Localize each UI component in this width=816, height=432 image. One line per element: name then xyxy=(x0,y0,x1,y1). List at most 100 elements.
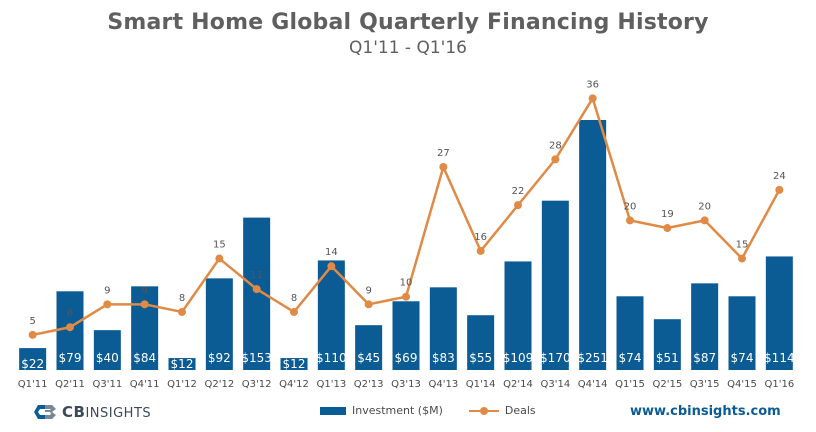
cb-logo-icon xyxy=(32,403,58,421)
deals-point xyxy=(439,162,448,171)
x-tick-label: Q4'12 xyxy=(279,379,309,390)
x-tick-label: Q2'14 xyxy=(503,379,533,390)
deals-point xyxy=(178,307,186,316)
deal-count-label: 20 xyxy=(624,201,637,212)
x-tick-label: Q3'14 xyxy=(540,379,570,390)
bar-value-label: $114 xyxy=(764,351,795,365)
bar-value-label: $69 xyxy=(395,351,418,365)
bar-value-label: $22 xyxy=(21,357,44,371)
x-tick-label: Q3'15 xyxy=(690,379,720,390)
investment-bar xyxy=(429,287,457,370)
deals-point xyxy=(551,155,560,164)
deals-point xyxy=(476,246,485,255)
x-tick-label: Q3'12 xyxy=(242,379,272,390)
deal-count-label: 15 xyxy=(736,240,749,251)
x-tick-label: Q2'15 xyxy=(652,379,682,390)
investment-bar xyxy=(579,120,607,370)
deal-count-label: 22 xyxy=(512,186,525,197)
chart-subtitle: Q1'11 - Q1'16 xyxy=(349,38,467,58)
bar-value-label: $110 xyxy=(316,351,347,365)
legend-investment-label: Investment ($M) xyxy=(352,404,443,417)
deals-point xyxy=(738,254,746,263)
investment-bar xyxy=(504,261,532,370)
bar-value-label: $87 xyxy=(693,351,716,365)
deal-count-label: 8 xyxy=(291,293,297,304)
deals-point xyxy=(66,323,74,332)
deal-count-label: 6 xyxy=(67,308,73,319)
x-tick-label: Q1'14 xyxy=(466,379,496,390)
x-tick-label: Q4'11 xyxy=(130,379,160,390)
deals-point xyxy=(252,285,261,294)
bar-value-label: $153 xyxy=(241,351,272,365)
deal-count-label: 36 xyxy=(586,79,599,90)
deals-point xyxy=(290,307,298,316)
deals-point xyxy=(402,292,410,301)
bar-value-label: $170 xyxy=(540,351,571,365)
investment-bar xyxy=(19,348,47,370)
x-tick-label: Q1'12 xyxy=(167,379,197,390)
deals-point xyxy=(588,94,597,103)
deal-count-label: 8 xyxy=(179,293,185,304)
investment-bar xyxy=(205,278,233,370)
x-tick-label: Q2'12 xyxy=(204,379,234,390)
legend-bar-swatch xyxy=(320,406,346,415)
x-tick-label: Q2'11 xyxy=(55,379,85,390)
deal-count-label: 9 xyxy=(104,285,110,296)
bar-value-label: $74 xyxy=(619,351,642,365)
deal-count-label: 24 xyxy=(773,171,786,182)
bar-value-label: $55 xyxy=(469,351,492,365)
deals-point xyxy=(626,216,634,225)
deal-count-label: 15 xyxy=(213,240,226,251)
bar-value-label: $79 xyxy=(59,351,82,365)
x-tick-label: Q3'13 xyxy=(391,379,421,390)
deal-count-label: 9 xyxy=(141,285,147,296)
deal-count-label: 27 xyxy=(437,148,450,159)
x-tick-label: Q1'15 xyxy=(615,379,645,390)
investment-bar xyxy=(691,283,719,370)
investment-bar xyxy=(280,358,308,370)
deals-point xyxy=(103,300,112,309)
deals-point xyxy=(140,300,149,309)
deal-count-label: 14 xyxy=(325,247,338,258)
x-tick-label: Q2'13 xyxy=(354,379,384,390)
deals-point xyxy=(700,216,709,225)
deal-count-label: 16 xyxy=(474,232,487,243)
deal-count-label: 5 xyxy=(29,316,35,327)
logo-bold-text: CB xyxy=(62,403,86,421)
bar-value-label: $45 xyxy=(357,351,380,365)
deals-point xyxy=(663,224,672,233)
bar-value-label: $74 xyxy=(731,351,754,365)
bar-value-label: $92 xyxy=(208,351,231,365)
bar-value-label: $84 xyxy=(133,351,156,365)
deals-point xyxy=(364,300,373,309)
investment-bar xyxy=(392,301,420,370)
bar-value-label: $40 xyxy=(96,351,119,365)
investment-bar xyxy=(168,358,196,370)
logo-rest-text: INSIGHTS xyxy=(85,406,152,421)
investment-bar xyxy=(131,286,159,370)
bar-value-label: $12 xyxy=(283,357,306,371)
investment-bar xyxy=(653,319,681,370)
chart-legend: Investment ($M) Deals xyxy=(320,404,536,417)
website-url[interactable]: www.cbinsights.com xyxy=(630,404,781,419)
x-tick-label: Q4'13 xyxy=(428,379,458,390)
legend-deals-label: Deals xyxy=(504,404,536,417)
x-tick-label: Q1'13 xyxy=(316,379,346,390)
deals-point xyxy=(215,254,224,263)
legend-line-swatch xyxy=(468,406,499,415)
bar-value-label: $12 xyxy=(171,357,194,371)
deal-count-label: 9 xyxy=(365,285,371,296)
deal-count-label: 28 xyxy=(549,140,562,151)
investment-bar xyxy=(616,296,644,370)
deals-point xyxy=(28,330,37,339)
x-tick-label: Q1'16 xyxy=(764,379,794,390)
bar-value-label: $251 xyxy=(577,351,608,365)
cb-insights-logo: CBINSIGHTS xyxy=(32,403,151,421)
deal-count-label: 19 xyxy=(661,209,674,220)
bar-value-label: $83 xyxy=(432,351,455,365)
x-tick-label: Q1'11 xyxy=(18,379,48,390)
x-tick-label: Q4'14 xyxy=(578,379,608,390)
deal-count-label: 10 xyxy=(400,278,413,289)
chart-title: Smart Home Global Quarterly Financing Hi… xyxy=(107,10,709,35)
